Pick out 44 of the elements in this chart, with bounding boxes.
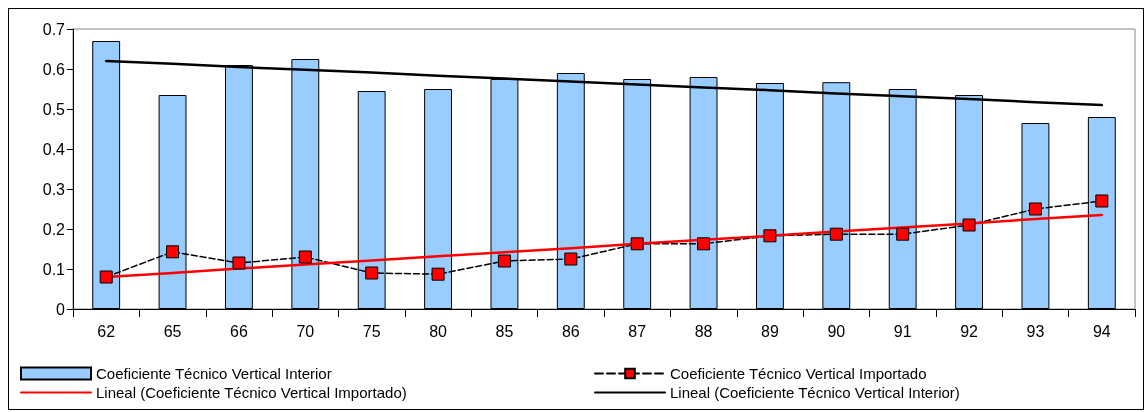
legend-label: Coeficiente Técnico Vertical Importado [670,365,927,382]
x-tick-label: 91 [893,322,912,340]
x-tick-label: 80 [429,322,448,340]
x-tick-label: 92 [960,322,979,340]
y-tick-label: 0 [56,300,66,318]
x-tick-label: 94 [1092,322,1111,340]
y-tick-label: 0.1 [42,260,66,278]
x-tick-label: 88 [694,322,713,340]
point [829,227,843,241]
point [630,237,644,251]
point [763,229,777,243]
legend-label: Lineal (Coeficiente Técnico Vertical Importado) [96,384,407,401]
point [1095,194,1109,208]
y-tick-label: 0.4 [42,140,66,158]
x-tick-label: 62 [97,322,116,340]
point [99,270,113,284]
point [232,256,246,270]
x-tick-label: 66 [230,322,248,340]
x-tick-label: 93 [1026,322,1045,340]
point [431,267,445,281]
x-tick-label: 65 [163,322,182,340]
x-tick-label: 86 [561,322,580,340]
point [298,250,312,264]
point [962,218,976,232]
y-tick-label: 0.6 [42,60,66,78]
x-tick-label: 90 [827,322,846,340]
y-tick-label: 0.3 [42,180,66,198]
x-tick-label: 70 [296,322,315,340]
y-tick-label: 0.2 [42,220,66,238]
point [697,237,711,251]
point [564,252,578,266]
point [497,254,511,268]
point [365,266,379,280]
x-tick-label: 75 [362,322,381,340]
legend-label: Lineal (Coeficiente Técnico Vertical Interior) [670,384,960,401]
y-tick-label: 0.7 [42,20,66,38]
legend-label: Coeficiente Técnico Vertical Interior [96,365,332,382]
point [896,227,910,241]
point [166,245,180,259]
y-tick-label: 0.5 [42,100,66,118]
x-tick-label: 89 [761,322,779,340]
x-tick-label: 87 [628,322,647,340]
x-tick-label: 85 [495,322,514,340]
point [1028,202,1042,216]
